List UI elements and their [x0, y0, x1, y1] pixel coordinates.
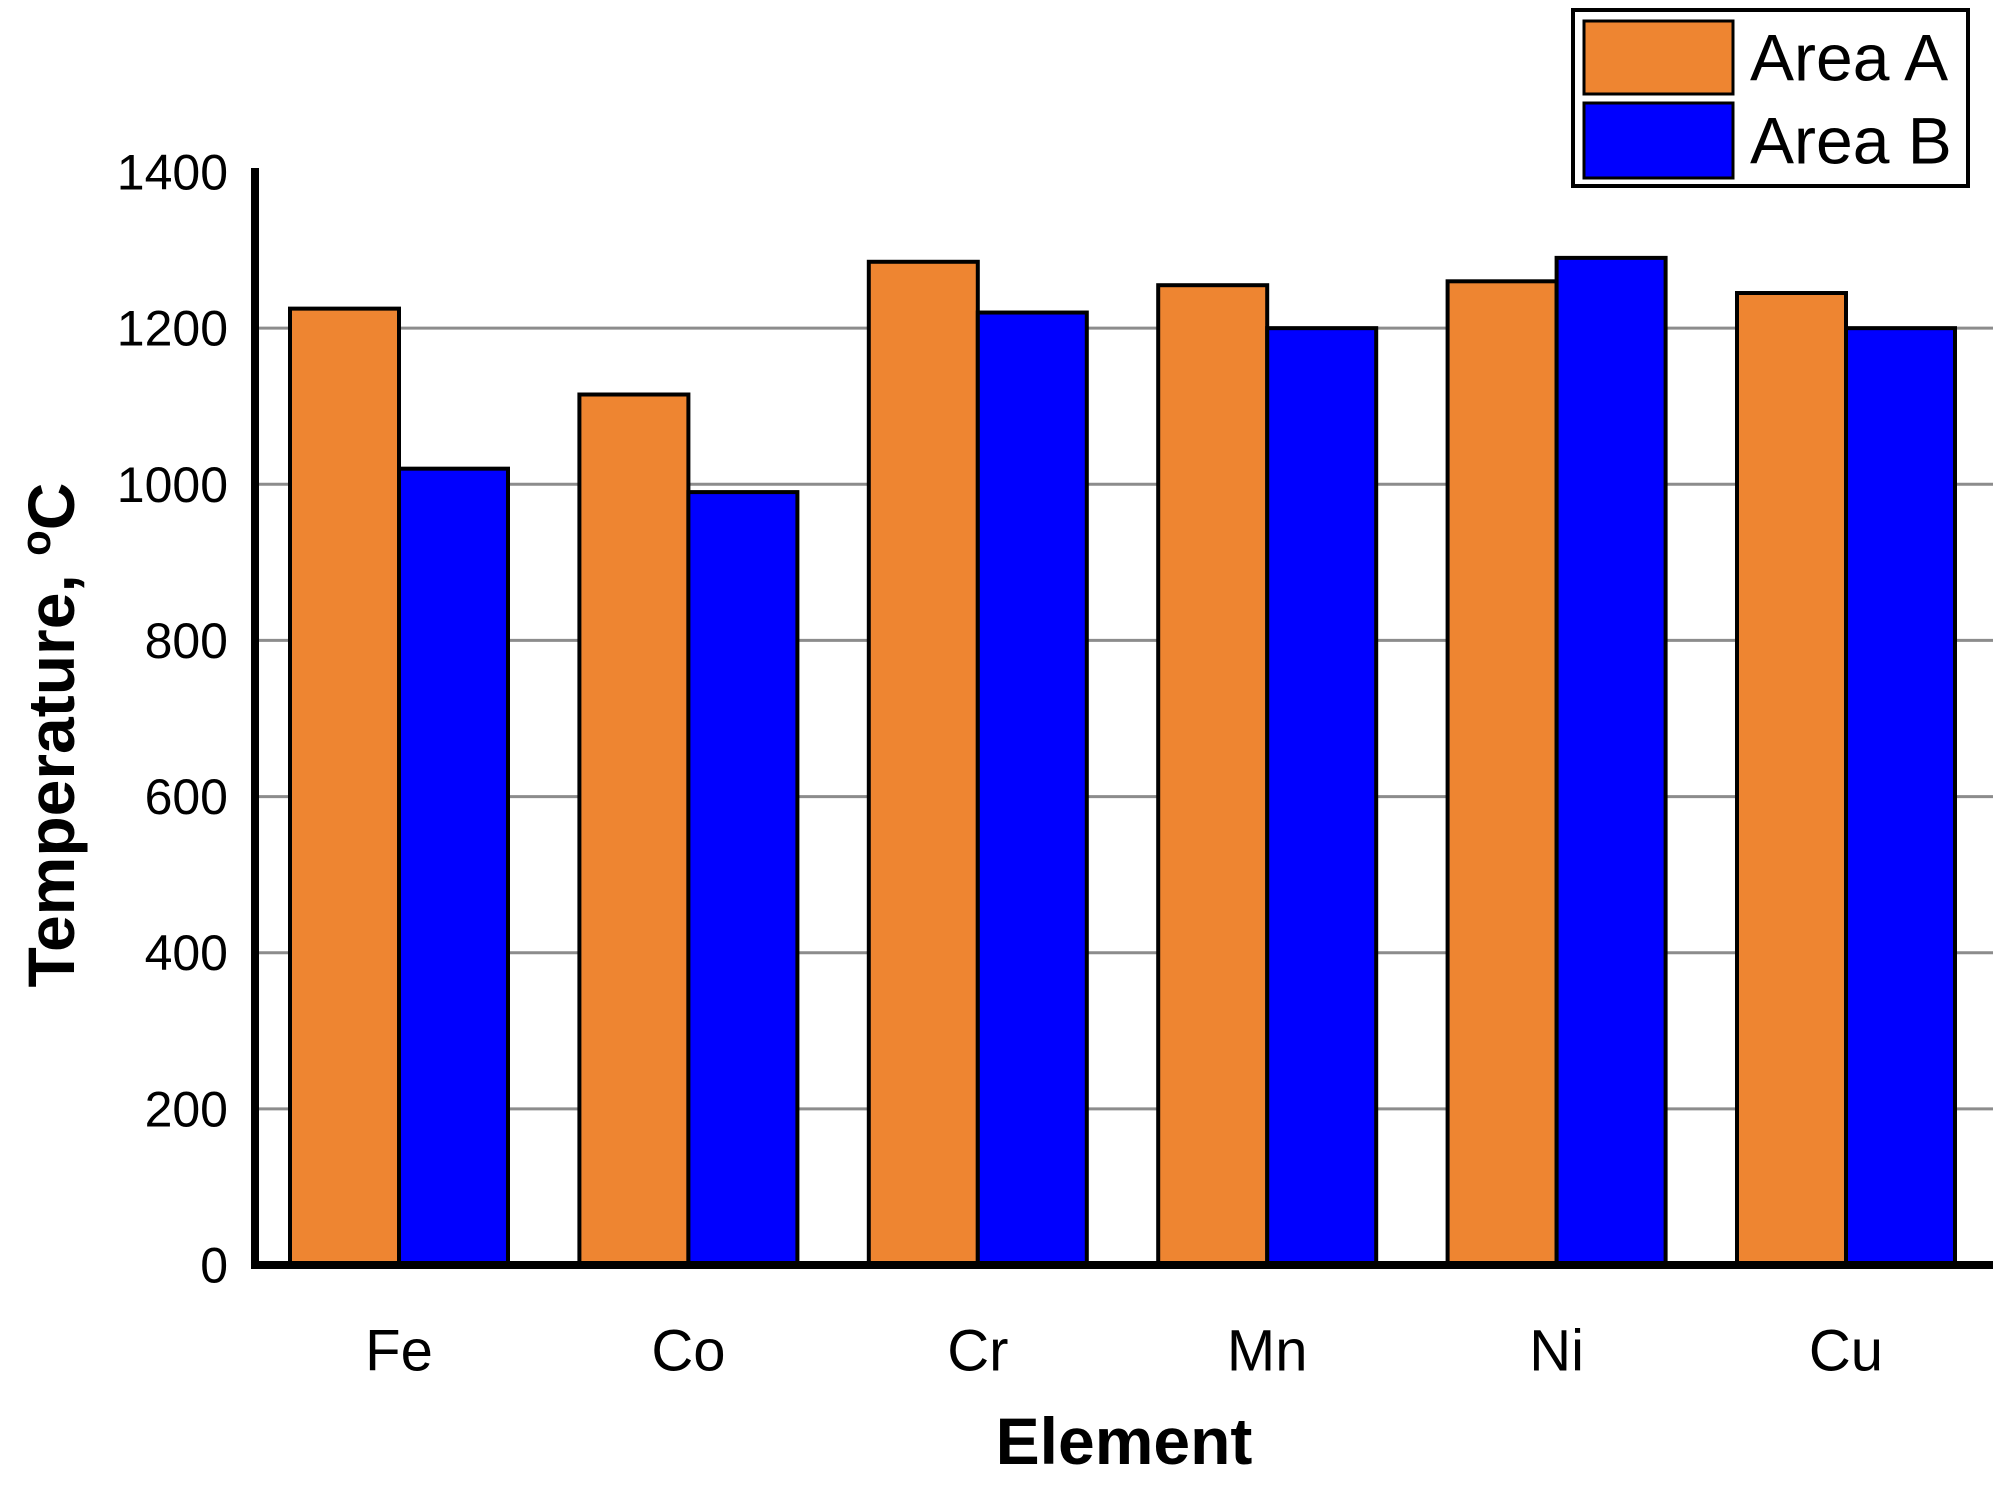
x-category-label-Cu: Cu [1809, 1318, 1883, 1383]
bar-Cr-area-a [866, 259, 980, 1269]
bar-Ni-area-b [1554, 255, 1668, 1269]
x-category-label-Ni: Ni [1529, 1318, 1584, 1383]
bar-Mn-area-a [1156, 283, 1270, 1270]
bar-Cu-area-b [1844, 326, 1957, 1269]
legend-swatch-area-b [1582, 101, 1735, 180]
bar-Co-area-b [686, 490, 800, 1270]
y-tick-label-800: 800 [145, 613, 228, 669]
legend: Area A Area B [1571, 8, 1970, 188]
legend-swatch-area-a [1582, 19, 1735, 96]
bar-Cu-area-a [1735, 291, 1848, 1269]
y-tick-label-1000: 1000 [117, 457, 228, 513]
y-tick-label-1400: 1400 [117, 145, 228, 201]
x-category-labels-group: Fe Co Cr Mn Ni Cu [365, 1318, 1883, 1383]
y-tick-label-0: 0 [200, 1238, 228, 1294]
y-tick-label-400: 400 [145, 925, 228, 981]
bar-Mn-area-b [1265, 326, 1379, 1269]
bar-Fe-area-a [288, 306, 401, 1269]
x-category-label-Co: Co [651, 1318, 725, 1383]
axes-group [251, 168, 1993, 1269]
x-axis-title: Element [996, 1404, 1253, 1478]
gridlines-group [259, 326, 1993, 1111]
y-tick-label-1200: 1200 [117, 301, 228, 357]
x-category-label-Fe: Fe [365, 1318, 433, 1383]
bars-group [288, 255, 1957, 1270]
bar-Co-area-a [577, 392, 691, 1269]
x-category-label-Cr: Cr [947, 1318, 1008, 1383]
bar-Ni-area-a [1445, 279, 1559, 1269]
legend-label-area-b: Area B [1750, 104, 1952, 178]
y-tick-label-200: 200 [145, 1081, 228, 1137]
bar-Fe-area-b [397, 466, 510, 1269]
y-tick-label-600: 600 [145, 769, 228, 825]
y-tick-labels-group: 0 200 400 600 800 1000 1200 1400 [117, 145, 228, 1294]
bar-Cr-area-b [975, 310, 1089, 1269]
legend-label-area-a: Area A [1750, 21, 1948, 95]
x-category-label-Mn: Mn [1227, 1318, 1308, 1383]
y-axis-title: Temperature, oC [12, 483, 88, 988]
